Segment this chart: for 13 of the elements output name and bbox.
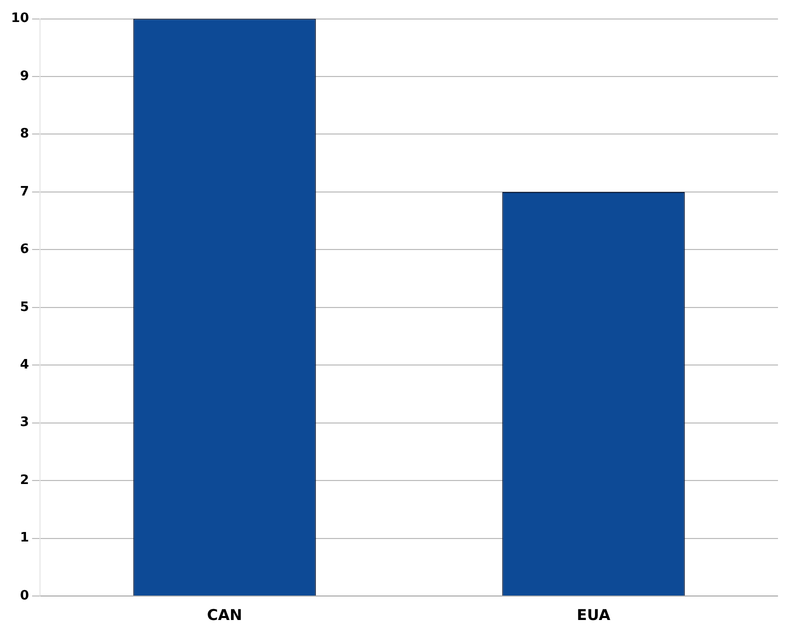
y-tick-label: 3	[20, 415, 30, 430]
y-tick-label: 1	[20, 530, 30, 546]
x-tick-label: EUA	[576, 606, 611, 624]
x-tick-label: CAN	[206, 606, 242, 624]
y-tick-label: 7	[20, 184, 30, 200]
y-tick-label: 10	[10, 11, 30, 26]
y-tick-label: 5	[20, 300, 30, 315]
y-tick-label: 0	[20, 588, 30, 604]
y-tick-label: 6	[20, 242, 30, 258]
y-tick-label: 2	[20, 472, 30, 488]
y-tick-label: 9	[20, 68, 30, 84]
y-tick-label: 4	[20, 357, 30, 372]
y-tick-label: 8	[20, 126, 30, 142]
